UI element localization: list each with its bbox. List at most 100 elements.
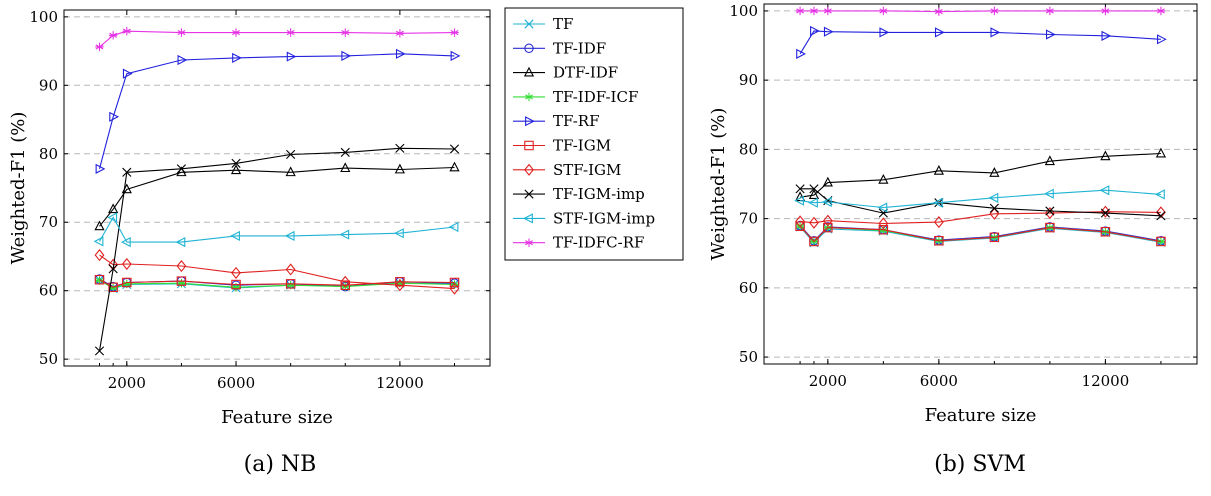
series-stf-igm-imp: [794, 185, 1165, 213]
legend-entry: STF-IGM: [513, 161, 621, 179]
legend-marker: [525, 116, 535, 127]
data-point: [879, 226, 888, 235]
data-point: [796, 48, 806, 59]
data-point: [395, 48, 406, 59]
data-point: [1156, 211, 1166, 221]
data-point: [990, 6, 999, 16]
data-point: [822, 176, 833, 187]
legend-label: TF-RF: [553, 112, 600, 130]
data-point: [122, 27, 132, 36]
legend-marker: [524, 140, 534, 151]
data-point: [94, 274, 105, 285]
series-stf-igm: [795, 205, 1166, 230]
data-point: [94, 346, 105, 356]
data-point: [809, 216, 819, 229]
data-point: [878, 173, 889, 184]
y-tick-label: 80: [39, 145, 58, 163]
data-point: [821, 196, 832, 208]
x-tick-label: 2000: [108, 374, 146, 392]
data-point: [934, 7, 944, 16]
data-point: [395, 278, 405, 288]
data-point: [1156, 237, 1166, 246]
data-point: [340, 280, 351, 290]
data-point: [809, 236, 819, 247]
chart-panel-nb: 50 60 70 80 90 100 2000 6000 12000 Feature size We…: [8, 8, 491, 428]
data-point: [449, 282, 460, 295]
data-point: [823, 222, 833, 233]
series-tf-igm: [795, 221, 1166, 247]
legend-marker: [524, 163, 534, 176]
y-tick-label: 100: [729, 2, 758, 20]
data-point: [394, 279, 405, 292]
data-point: [449, 277, 460, 288]
legend-label: TF: [553, 15, 573, 33]
data-point: [93, 236, 104, 247]
data-point: [394, 163, 405, 174]
legend-entry: TF-IGM: [513, 137, 611, 155]
series-dtf-idf: [94, 161, 460, 231]
data-point: [1155, 189, 1165, 200]
legend-label: TF-IDFC-RF: [553, 234, 644, 252]
series-line: [98, 53, 455, 169]
data-point: [878, 224, 889, 235]
data-point: [122, 167, 132, 177]
data-point: [231, 279, 241, 290]
legend-label: STF-IGM-imp: [553, 209, 655, 227]
legend-label: TF-IGM: [553, 137, 611, 155]
data-point: [108, 264, 118, 274]
data-point: [878, 217, 889, 230]
data-point: [175, 236, 186, 248]
data-point: [231, 266, 241, 279]
y-tick-label: 50: [739, 348, 758, 366]
data-point: [393, 228, 404, 239]
caption-nb: (a) NB: [244, 452, 317, 477]
data-point: [877, 202, 888, 213]
data-point: [108, 282, 118, 293]
data-point: [1100, 150, 1111, 161]
data-point: [286, 28, 295, 37]
data-point: [934, 27, 945, 38]
legend-marker: [524, 19, 534, 29]
data-point: [230, 230, 240, 242]
y-tick-label: 60: [39, 282, 58, 300]
series-line: [800, 189, 1161, 209]
legend-label: TF-IDF: [553, 39, 606, 57]
data-point: [878, 208, 888, 218]
data-point: [879, 6, 888, 16]
data-point: [990, 27, 1001, 38]
data-point: [94, 220, 105, 231]
data-point: [989, 207, 1000, 220]
data-point: [823, 6, 833, 16]
data-point: [989, 167, 1000, 177]
legend-marker: [524, 189, 534, 199]
legend-marker: [524, 43, 534, 54]
data-point: [122, 277, 132, 288]
y-axis-label: Weighted-F1 (%): [708, 108, 729, 261]
data-point: [339, 229, 350, 240]
legend-marker: [524, 92, 534, 102]
data-point: [808, 197, 818, 208]
data-point: [795, 6, 805, 16]
data-point: [122, 279, 132, 289]
data-point: [1099, 185, 1110, 196]
data-point: [177, 28, 186, 37]
data-point: [1043, 188, 1054, 199]
data-point: [122, 68, 133, 79]
data-point: [1045, 206, 1055, 216]
data-point: [795, 221, 805, 231]
data-point: [933, 164, 944, 175]
y-tick-label: 80: [739, 140, 758, 158]
y-tick-label: 60: [739, 279, 758, 297]
data-point: [1100, 208, 1110, 218]
x-tick-label: 12000: [376, 374, 424, 392]
data-point: [232, 52, 242, 64]
data-point: [450, 280, 459, 289]
data-point: [395, 277, 405, 287]
legend-entry: TF-IDF: [513, 39, 606, 57]
data-point: [1101, 30, 1112, 41]
series-tf-rf: [95, 48, 461, 174]
data-point: [795, 184, 805, 194]
series-line: [800, 152, 1161, 198]
data-point: [808, 189, 820, 199]
series-tf-rf: [796, 25, 1167, 59]
